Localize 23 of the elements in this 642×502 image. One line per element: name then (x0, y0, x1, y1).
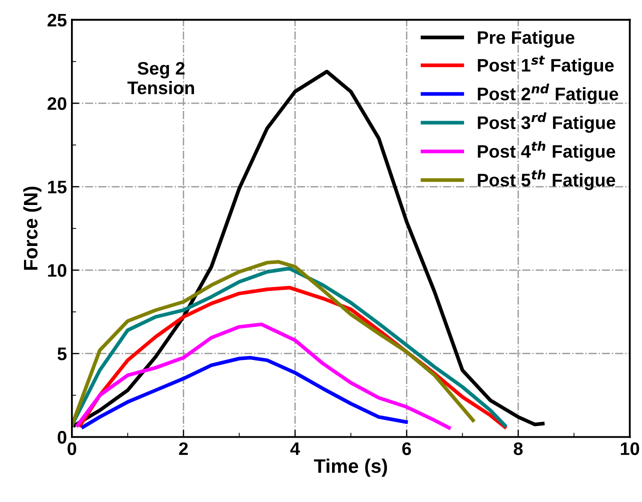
x-tick-label: 4 (290, 442, 300, 455)
x-tick-label: 0 (68, 442, 76, 456)
x-tick-label: 2 (179, 442, 188, 455)
y-tick-label: 0 (58, 430, 66, 444)
line-series (81, 356, 408, 429)
legend-label: Post 2$^{nd}$ Fatigue (478, 84, 618, 104)
x-tick-label: 8 (514, 442, 523, 456)
annotation: Seg 2 Tension (127, 62, 194, 94)
x-axis-title: Time (s) (314, 458, 387, 477)
legend-label: Pre Fatigue (478, 30, 574, 48)
legend-label: Post 5$^{th}$ Fatigue (478, 170, 616, 190)
y-tick-label: 5 (58, 348, 67, 360)
legend-label: Post 1$^{st}$ Fatigue (478, 56, 614, 76)
x-tick-label: 10 (620, 442, 640, 456)
y-axis-title: Force (N) (23, 186, 42, 270)
line-series (76, 322, 451, 430)
y-tick-label: 15 (48, 180, 67, 194)
x-tick-label: 6 (402, 442, 412, 456)
y-tick-label: 10 (48, 264, 66, 277)
legend-label: Post 3$^{rd}$ Fatigue (478, 112, 616, 133)
y-tick-label: 25 (48, 14, 67, 27)
legend-label: Post 4$^{th}$ Fatigue (478, 141, 616, 162)
y-tick-label: 20 (48, 97, 66, 110)
